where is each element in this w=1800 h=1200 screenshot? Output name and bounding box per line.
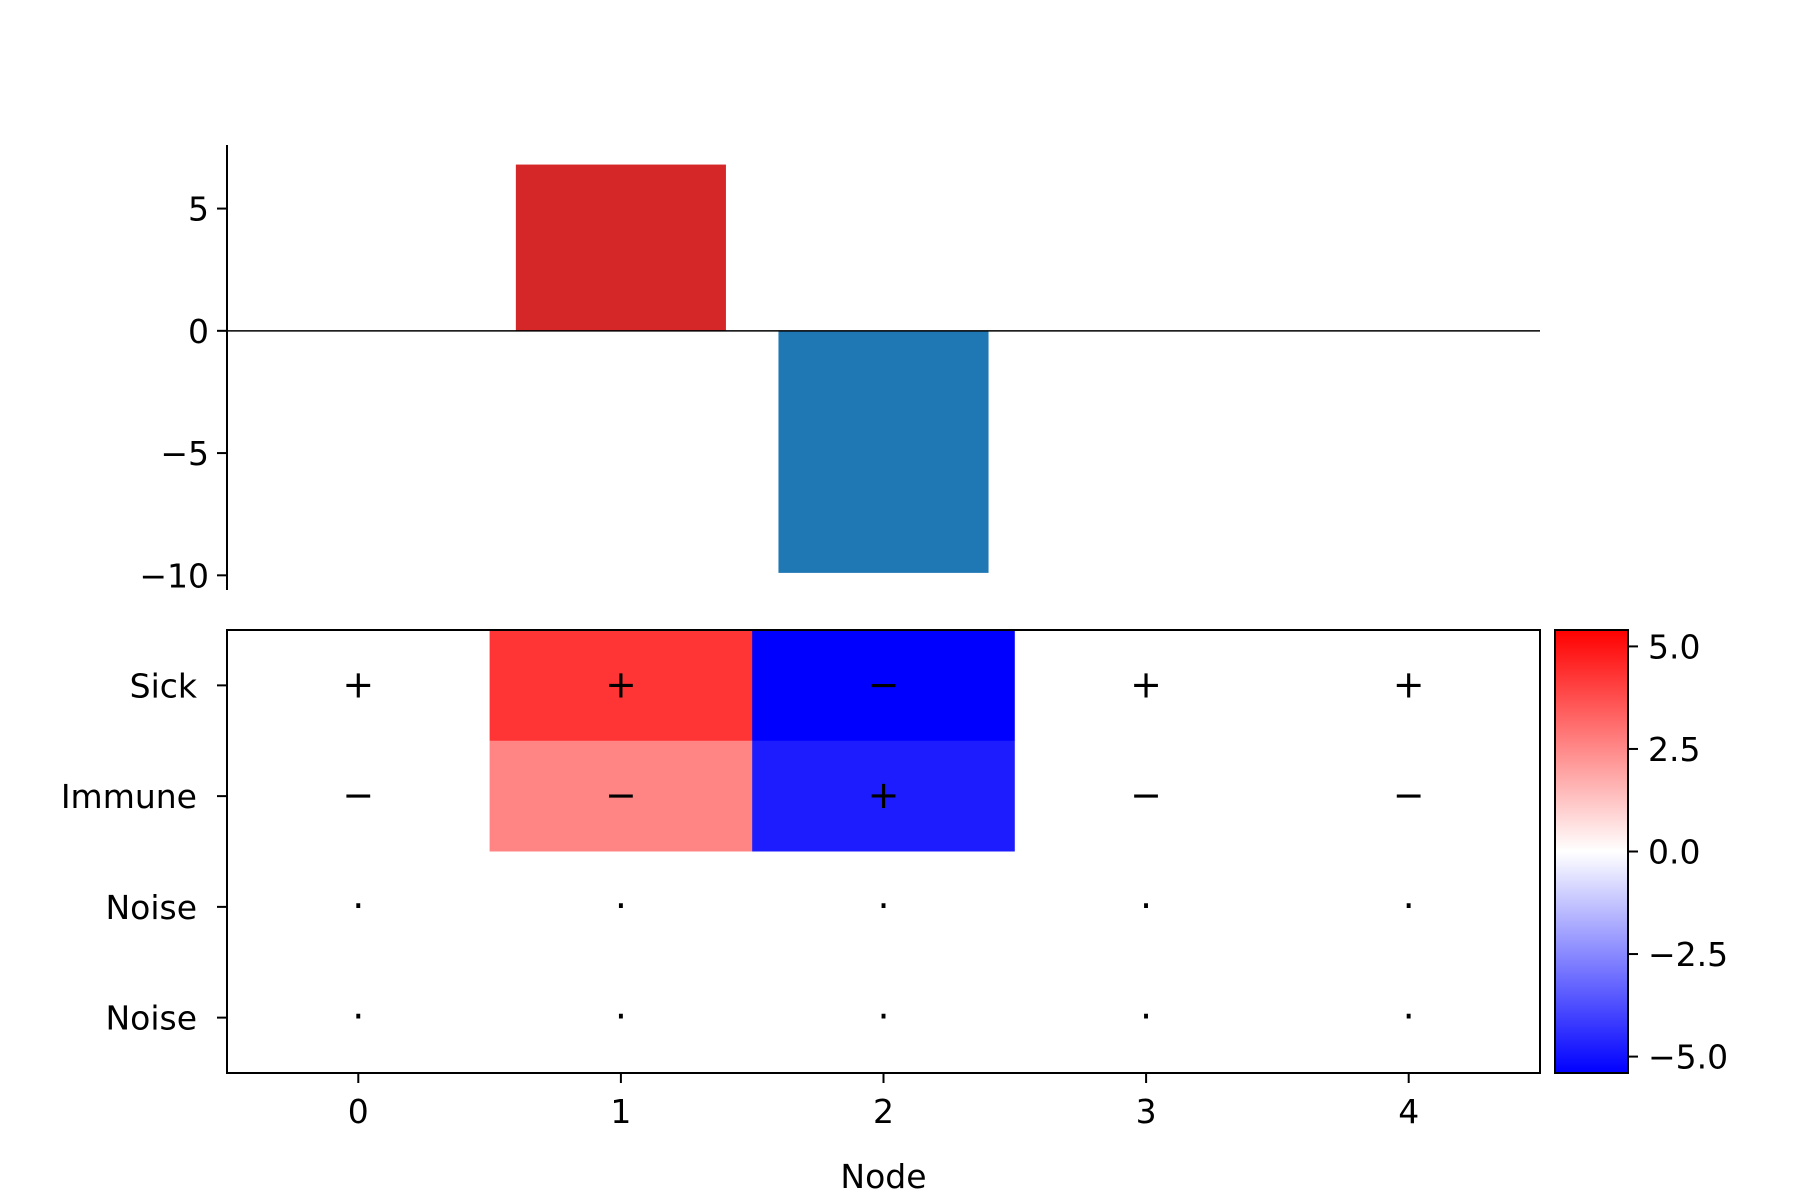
bar-y-tick-label: −5 xyxy=(160,434,209,473)
heatmap-cell-symbol: · xyxy=(615,995,627,1039)
heatmap-cell xyxy=(1277,962,1541,1074)
heatmap-cell xyxy=(1014,630,1278,742)
heatmap-cell xyxy=(489,851,753,963)
heatmap-row-label: Noise xyxy=(105,999,197,1038)
colorbar-ticks: 5.0 2.5 0.0 −2.5 −5.0 xyxy=(1628,627,1728,1077)
heatmap-row-label: Immune xyxy=(61,777,197,816)
heatmap-cell-symbol: + xyxy=(605,662,637,706)
heatmap-cell xyxy=(752,740,1016,852)
heatmap-x-axis-label: Node xyxy=(840,1157,926,1196)
heatmap-cell xyxy=(752,962,1016,1074)
heatmap-row-label: Noise xyxy=(105,888,197,927)
heatmap-cell-symbol: · xyxy=(877,884,889,928)
heatmap-cell-symbol: · xyxy=(1140,884,1152,928)
heatmap-chart: + + − + + − − + − − · · · · · · · · · · Sick Immune Noise Nois… xyxy=(61,629,1541,1196)
heatmap-cell-symbol: · xyxy=(352,995,364,1039)
bar-marks xyxy=(515,164,989,573)
heatmap-cell xyxy=(752,851,1016,963)
heatmap-row-label: Sick xyxy=(130,666,198,705)
heatmap-cell xyxy=(489,740,753,852)
heatmap-cell xyxy=(1014,962,1278,1074)
heatmap-cell-symbol: + xyxy=(868,773,900,817)
heatmap-cell xyxy=(489,630,753,742)
heatmap-cell xyxy=(489,962,753,1074)
bar-y-ticks: 5 0 −5 −10 xyxy=(139,190,227,595)
colorbar-tick-label: −2.5 xyxy=(1648,935,1728,974)
colorbar-tick-label: 5.0 xyxy=(1648,627,1700,666)
bar-y-tick-label: −10 xyxy=(139,556,209,595)
colorbar-tick-label: 2.5 xyxy=(1648,730,1700,769)
heatmap-cell xyxy=(1277,740,1541,852)
colorbar-gradient xyxy=(1554,629,1629,1074)
heatmap-column-ticks: 0 1 2 3 4 xyxy=(348,1073,1419,1131)
bar-y-tick-label: 5 xyxy=(188,190,209,229)
heatmap-cell-symbol: + xyxy=(342,662,374,706)
heatmap-cell-symbol: · xyxy=(1403,884,1415,928)
heatmap-cell xyxy=(227,740,491,852)
heatmap-cell-symbol: + xyxy=(1130,662,1162,706)
bar-y-tick-label: 0 xyxy=(188,312,209,351)
heatmap-column-label: 4 xyxy=(1398,1092,1419,1131)
colorbar-tick-label: 0.0 xyxy=(1648,833,1700,872)
heatmap-cell xyxy=(227,630,491,742)
colorbar-tick-label: −5.0 xyxy=(1648,1038,1728,1077)
heatmap-cell-symbol: + xyxy=(1393,662,1425,706)
colorbar: 5.0 2.5 0.0 −2.5 −5.0 xyxy=(1554,627,1728,1077)
heatmap-cell-symbol: · xyxy=(1140,995,1152,1039)
heatmap-column-label: 1 xyxy=(610,1092,631,1131)
heatmap-row-ticks: Sick Immune Noise Noise xyxy=(61,666,227,1038)
bar-2 xyxy=(778,330,989,573)
heatmap-cell-symbol: · xyxy=(877,995,889,1039)
heatmap-cell xyxy=(1014,740,1278,852)
heatmap-cell-symbol: − xyxy=(1393,773,1425,817)
heatmap-cell xyxy=(1277,630,1541,742)
heatmap-symbols: + + − + + − − + − − · · · · · · · · · · xyxy=(342,662,1424,1038)
heatmap-cell-symbol: − xyxy=(605,773,637,817)
heatmap-cell-symbol: − xyxy=(342,773,374,817)
heatmap-cell xyxy=(1014,851,1278,963)
heatmap-cells xyxy=(227,630,1541,1074)
heatmap-cell xyxy=(752,630,1016,742)
heatmap-cell xyxy=(227,962,491,1074)
bar-chart: 5 0 −5 −10 xyxy=(139,145,1540,595)
heatmap-cell xyxy=(227,851,491,963)
heatmap-cell-symbol: · xyxy=(1403,995,1415,1039)
heatmap-column-label: 3 xyxy=(1136,1092,1157,1131)
bar-1 xyxy=(515,164,726,331)
heatmap-column-label: 0 xyxy=(348,1092,369,1131)
heatmap-cell-symbol: · xyxy=(615,884,627,928)
heatmap-column-label: 2 xyxy=(873,1092,894,1131)
heatmap-cell-symbol: · xyxy=(352,884,364,928)
heatmap-cell xyxy=(1277,851,1541,963)
heatmap-cell-symbol: − xyxy=(1130,773,1162,817)
heatmap-cell-symbol: − xyxy=(868,662,900,706)
